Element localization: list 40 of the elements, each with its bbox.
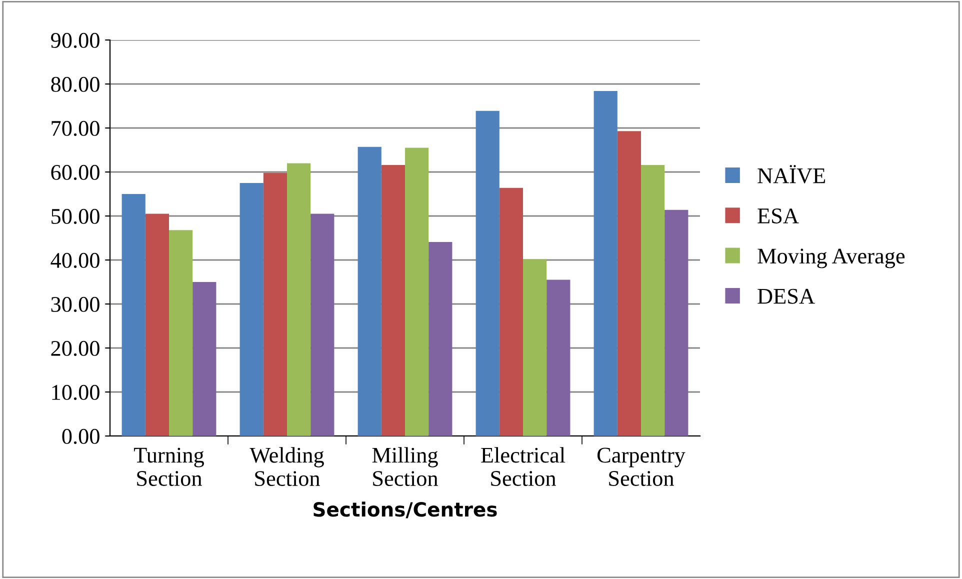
y-tick-label: 10.00 — [52, 384, 100, 400]
bar — [240, 183, 264, 436]
bar — [169, 230, 193, 436]
legend-label: DESA — [758, 288, 815, 304]
x-axis-title: Sections/Centres — [314, 502, 497, 518]
x-tick-label: Electrical Section — [481, 447, 566, 486]
bar — [405, 148, 429, 436]
y-tick-label: 60.00 — [51, 164, 100, 180]
bar — [428, 242, 452, 436]
bar — [594, 91, 618, 436]
bar — [122, 194, 146, 436]
bar — [192, 282, 216, 436]
bar — [145, 214, 169, 436]
bar — [287, 163, 311, 436]
legend-label: ESA — [758, 208, 799, 224]
bar — [523, 259, 547, 436]
bar — [263, 172, 287, 436]
bar — [476, 110, 500, 436]
x-tick-label: Welding Section — [250, 447, 324, 486]
y-tick-label: 70.00 — [52, 120, 100, 136]
y-tick-label: 90.00 — [50, 32, 100, 48]
bar — [546, 280, 570, 436]
y-tick-label: 80.00 — [51, 76, 100, 92]
legend-label: Moving Average — [758, 248, 905, 268]
y-tick-label: 0.00 — [62, 428, 100, 444]
bar — [617, 131, 641, 436]
bar — [641, 164, 665, 436]
x-tick-label: Turning Section — [134, 448, 204, 486]
x-tick-label: Milling Section — [372, 447, 438, 486]
bar — [310, 214, 334, 436]
y-tick-label: 40.00 — [50, 252, 100, 268]
legend-label: NAÏVE — [758, 165, 826, 184]
bar — [358, 146, 382, 436]
bar — [664, 210, 688, 436]
bar — [381, 164, 405, 436]
x-tick-label: Carpentry Section — [597, 448, 686, 486]
y-tick-label: 20.00 — [51, 340, 100, 356]
y-tick-label: 30.00 — [51, 296, 100, 312]
bar — [499, 188, 523, 436]
y-tick-label: 50.00 — [52, 208, 100, 224]
